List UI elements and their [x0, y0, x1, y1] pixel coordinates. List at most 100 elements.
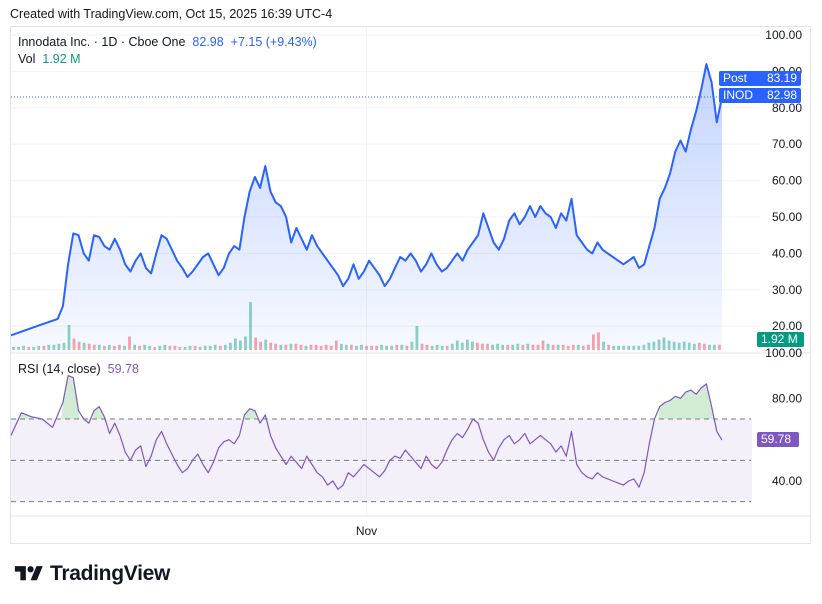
volume-bar — [491, 344, 494, 350]
volume-bar — [713, 344, 716, 350]
volume-bar — [57, 343, 61, 351]
volume-bar — [576, 344, 580, 350]
rsi-line — [10, 375, 723, 490]
rsi-axis-tick: 80.00 — [772, 391, 802, 405]
volume-bar — [637, 345, 641, 350]
rsi-overbought-fill — [243, 408, 257, 419]
symbol-title[interactable]: Innodata Inc. · 1D · Cboe One — [18, 35, 186, 49]
volume-bar — [299, 344, 303, 350]
volume-bar — [546, 343, 550, 351]
volume-bar — [259, 341, 262, 350]
price-axis-tick: 100.00 — [765, 28, 802, 42]
volume-bar — [344, 344, 348, 350]
rsi-overbought-fill — [19, 412, 34, 419]
volume-bar — [425, 344, 429, 350]
volume-bar — [47, 344, 51, 350]
volume-bar — [118, 344, 121, 350]
volume-bar — [622, 345, 626, 350]
price-axis-tick: 50.00 — [772, 210, 802, 224]
rsi-tag: 59.78 — [757, 432, 799, 447]
volume-bar — [133, 344, 136, 350]
volume-bar — [12, 346, 15, 350]
volume-bar — [370, 345, 373, 350]
tradingview-logo[interactable]: TradingView — [12, 562, 170, 586]
volume-bar — [32, 346, 36, 350]
volume-bar — [279, 344, 283, 350]
volume-legend: Vol 1.92 M — [18, 52, 81, 66]
volume-bar — [526, 343, 530, 351]
post-value: 83.19 — [766, 71, 797, 85]
volume-label[interactable]: Vol — [18, 52, 36, 66]
volume-bar — [466, 339, 469, 350]
volume-bar — [501, 344, 505, 350]
price-axis-tick: 60.00 — [772, 174, 802, 188]
volume-bar — [692, 343, 696, 351]
volume-bar — [682, 341, 686, 350]
volume-bar — [718, 344, 721, 350]
volume-bar — [390, 345, 394, 350]
volume-bar — [703, 343, 706, 351]
volume-bar — [395, 344, 399, 350]
volume-bar — [360, 344, 363, 350]
volume-bar — [385, 345, 389, 350]
volume-bar — [410, 341, 414, 350]
volume-bar — [602, 341, 605, 350]
rsi-label[interactable]: RSI (14, close) — [18, 362, 101, 376]
last-price: 82.98 — [192, 35, 224, 49]
volume-bar — [52, 344, 56, 350]
logo-text: TradingView — [50, 562, 171, 585]
volume-bar — [471, 341, 474, 350]
volume-bar — [102, 345, 106, 350]
volume-bar — [72, 338, 76, 350]
volume-bar — [284, 344, 288, 350]
volume-bar — [511, 344, 515, 350]
volume-bar — [561, 344, 565, 350]
volume-bar — [556, 344, 560, 350]
price-legend: Innodata Inc. · 1D · Cboe One 82.98 +7.1… — [18, 35, 317, 49]
volume-bar — [22, 345, 25, 350]
rsi-axis-tick: 40.00 — [772, 474, 802, 488]
price-axis-tick: 80.00 — [772, 101, 802, 115]
price-change: +7.15 (+9.43%) — [230, 35, 317, 49]
volume-bar — [450, 343, 454, 351]
volume-bar — [229, 342, 232, 350]
volume-bar — [264, 339, 268, 350]
volume-bar — [380, 344, 383, 350]
volume-bar — [62, 342, 66, 350]
volume-bar — [188, 345, 192, 350]
volume-bar — [531, 344, 535, 350]
volume-bar — [607, 344, 610, 350]
volume-bar — [455, 340, 459, 350]
volume-bar — [521, 344, 525, 350]
volume-bar — [223, 344, 227, 350]
volume-bar — [294, 343, 298, 351]
inod-label: INOD — [723, 88, 753, 102]
volume-bar — [37, 345, 41, 350]
volume-bar — [617, 345, 620, 350]
volume-bar — [138, 345, 141, 350]
volume-bar — [632, 345, 636, 350]
volume-bar — [213, 344, 217, 350]
volume-bar — [350, 344, 353, 350]
volume-bar — [667, 340, 671, 350]
volume-bar — [445, 345, 449, 350]
volume-bar — [92, 344, 96, 350]
inod-price-tag: INOD 82.98 — [719, 88, 801, 103]
volume-bar — [239, 340, 242, 350]
volume-bar — [496, 343, 499, 351]
volume-bar — [143, 344, 146, 350]
volume-bar — [657, 339, 661, 350]
rsi-tag-value: 59.78 — [761, 432, 792, 446]
volume-bar — [218, 345, 222, 350]
volume-bar — [627, 345, 631, 350]
volume-bar — [597, 332, 600, 350]
price-axis-tick: 70.00 — [772, 137, 802, 151]
volume-bar — [672, 341, 676, 350]
volume-bar — [173, 345, 177, 350]
volume-bar — [612, 345, 615, 350]
volume-bar — [123, 345, 126, 350]
volume-bar — [375, 345, 378, 350]
volume-bar — [642, 344, 646, 350]
tradingview-logo-icon — [14, 566, 43, 581]
